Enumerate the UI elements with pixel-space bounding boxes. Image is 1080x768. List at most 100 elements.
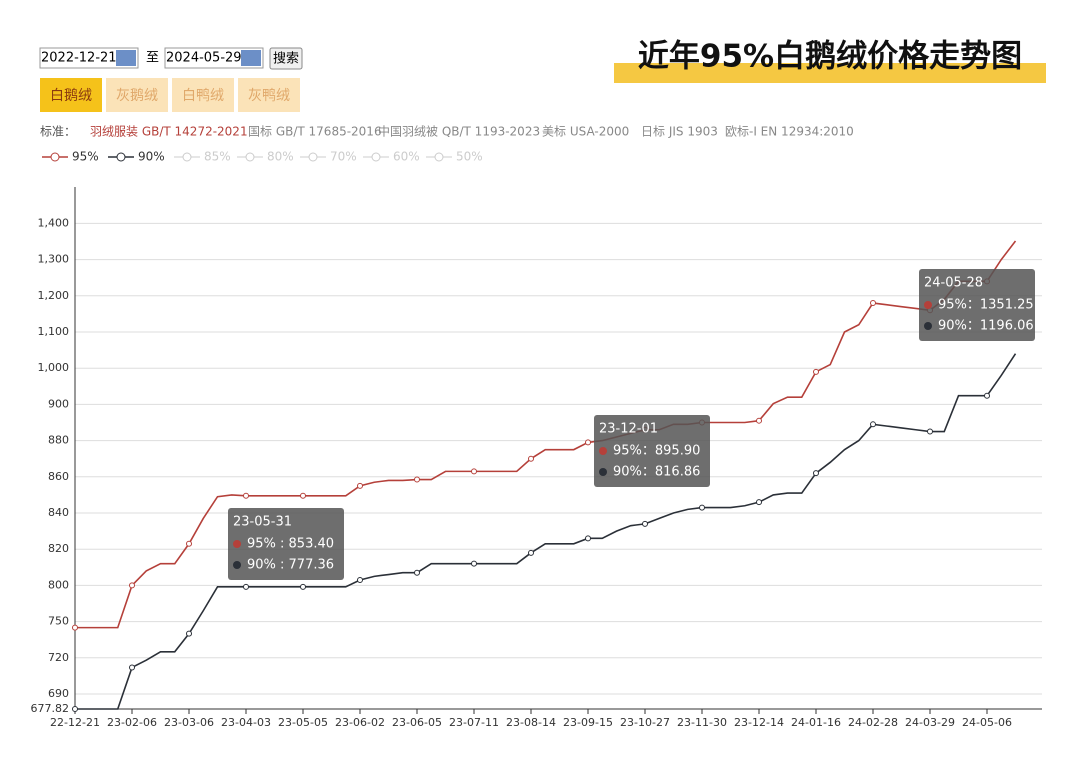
title-highlight [614,63,1046,83]
tooltip-title: 23-05-31 [233,515,292,530]
legend-label[interactable]: 95% [72,150,99,164]
point [129,664,135,671]
date-input[interactable] [164,47,264,69]
legend-marker [245,152,255,162]
point [870,300,876,307]
plot: 677.82 690 720 750 800 820 840 860 880 900 1,000 1,… [31,187,1042,729]
search-button[interactable] [269,47,303,70]
point [585,439,591,446]
point [414,476,420,483]
x-tick-label: 23-11-30 [677,716,727,729]
y-tick-label: 750 [48,615,69,628]
x-tick-label: 23-06-05 [392,716,442,729]
point [357,576,363,583]
point [984,392,990,399]
x-tick-label: 24-01-16 [791,716,841,729]
legend-marker [308,152,318,162]
y-tick-label: 1,100 [38,325,70,338]
tab[interactable] [172,78,234,112]
tab-label: 灰鹅绒 [116,87,158,104]
y-tick-label: 900 [48,397,69,410]
x-tick-label: 23-02-06 [107,716,157,729]
y-tick-label: 677.82 [31,702,70,715]
y-tick-label: 840 [48,506,69,519]
x-tick-label: 23-03-06 [164,716,214,729]
x-tick-label: 23-09-15 [563,716,613,729]
legend-marker [182,152,192,162]
legend-marker [371,152,381,162]
legend-marker [434,152,444,162]
point [699,504,705,511]
date-input[interactable] [39,47,139,69]
legend-label[interactable]: 50% [456,150,483,164]
point [528,549,534,556]
tooltip-value: 95% : 853.40 [247,537,334,552]
standard[interactable]: 欧标-I EN 12934:2010 [725,125,854,139]
legend-label[interactable]: 80% [267,150,294,164]
x-tick-label: 23-08-14 [506,716,556,729]
chart-title: 近年95%白鹅绒价格走势图 [638,39,1022,75]
point [813,368,819,375]
point [186,630,192,637]
point [585,535,591,542]
y-tick-label: 1,200 [38,289,70,302]
x-tick-label: 24-05-06 [962,716,1012,729]
x-tick-label: 23-10-27 [620,716,670,729]
tooltip [919,269,1035,341]
point [756,417,762,424]
tooltip-dot [599,447,607,455]
tab-label: 白鹅绒 [50,87,92,104]
search-label: 搜索 [273,52,299,67]
tooltip-value: 95%：895.90 [613,444,700,459]
tab[interactable] [238,78,300,112]
standard[interactable]: 羽绒服装 GB/T 14272-2021 [90,125,248,139]
tab[interactable] [40,78,102,112]
calendar-icon[interactable] [116,50,136,66]
y-tick-label: 1,300 [38,253,70,266]
x-tick-label: 23-12-14 [734,716,784,729]
point [471,560,477,567]
tooltip-value: 90%：1196.06 [938,319,1034,334]
point [186,540,192,547]
point [72,706,78,712]
point [927,428,933,435]
tooltip [594,415,710,487]
x-tick-label: 23-05-05 [278,716,328,729]
tooltip [228,508,344,580]
tooltip-title: 23-12-01 [599,422,658,437]
standard[interactable]: 国标 GB/T 17685-2016 [248,125,382,139]
y-tick-label: 860 [48,470,69,483]
legend-label[interactable]: 85% [204,150,231,164]
point [300,492,306,499]
date-to: 2024-05-29 [166,51,242,66]
y-tick-label: 1,000 [38,361,70,374]
x-tick-label: 23-04-03 [221,716,271,729]
tab-label: 白鸭绒 [182,88,224,104]
y-tick-label: 800 [48,578,69,591]
x-tick-label: 24-03-29 [905,716,955,729]
tooltip-value: 90%：816.86 [613,465,700,480]
standard[interactable]: 日标 JIS 1903 [641,125,718,139]
legend-label[interactable]: 90% [138,150,165,164]
legend-label[interactable]: 60% [393,150,420,164]
tooltip-title: 24-05-28 [924,276,983,291]
tooltip-dot [233,561,241,569]
point [357,482,363,489]
y-tick-label: 880 [48,434,69,447]
point [642,520,648,527]
y-tick-label: 690 [48,687,69,700]
x-tick-label: 22-12-21 [50,716,100,729]
legend-marker [50,152,60,162]
calendar-icon[interactable] [241,50,261,66]
standard[interactable]: 美标 USA-2000 [542,125,629,139]
point [414,569,420,576]
y-tick-label: 1,400 [38,216,70,229]
date-sep: 至 [146,51,159,66]
y-tick-label: 820 [48,542,69,555]
x-tick-label: 23-07-11 [449,716,499,729]
legend-label[interactable]: 70% [330,150,357,164]
tab[interactable] [106,78,168,112]
standard[interactable]: 中国羽绒被 QB/T 1193-2023 [378,124,540,139]
legend-marker [116,152,126,162]
